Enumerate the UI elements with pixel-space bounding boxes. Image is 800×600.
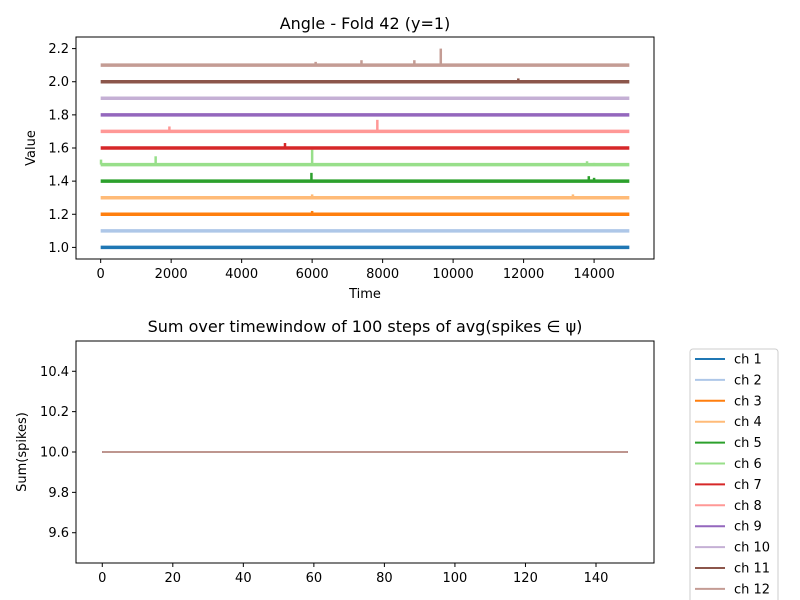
top-x-tick-label: 4000 [225,267,258,282]
bottom-x-tick-label: 20 [165,571,182,586]
bottom-x-ticks: 0 20 40 60 80 100 120 140 [98,563,608,586]
legend-item: ch 4 [695,415,762,430]
top-x-tick-label: 10000 [432,267,473,282]
bottom-x-tick-label: 0 [98,571,106,586]
legend-label: ch 12 [734,582,770,597]
legend-label: ch 3 [734,394,762,409]
legend-label: ch 11 [734,562,770,577]
bottom-x-tick-label: 60 [306,571,323,586]
top-y-tick-label: 1.0 [48,241,69,256]
top-x-tick-label: 6000 [296,267,329,282]
legend-label: ch 8 [734,499,762,514]
bottom-chart: 0 20 40 60 80 100 120 140 9.6 9.8 10.0 10.2 10.4 Su… [15,317,655,586]
legend: ch 1 ch 2 ch 3 ch 4 ch 5 ch 6 ch 7 ch 8 ch 9 ch 1… [689,348,779,600]
bottom-y-tick-label: 10.4 [40,365,69,380]
legend-label: ch 10 [734,541,770,556]
top-y-ticks: 1.0 1.2 1.4 1.6 1.8 2.0 2.2 [48,42,76,256]
legend-item: ch 5 [695,436,762,451]
legend-item: ch 6 [695,457,762,472]
legend-item: ch 3 [695,394,762,409]
legend-item: ch 7 [695,478,762,493]
legend-label: ch 6 [734,457,762,472]
top-chart: 0 2000 4000 6000 8000 10000 12000 14000 1.01.21… [24,14,655,302]
legend-label: ch 7 [734,478,762,493]
bottom-x-tick-label: 120 [513,571,538,586]
top-y-tick-label: 1.4 [48,175,69,190]
top-x-axis-label: Time [348,287,381,302]
legend-label: ch 1 [734,353,762,368]
top-x-ticks: 0 2000 4000 6000 8000 10000 12000 14000 [97,259,615,282]
series-12 [100,48,630,67]
bottom-x-tick-label: 100 [443,571,468,586]
legend-label: ch 4 [734,415,762,430]
legend-label: ch 9 [734,520,762,535]
bottom-chart-title: Sum over timewindow of 100 steps of avg(… [148,317,583,336]
legend-label: ch 2 [734,373,762,388]
top-x-tick-label: 12000 [503,267,544,282]
bottom-y-tick-label: 9.8 [48,486,69,501]
top-y-tick-label: 2.2 [48,42,69,57]
top-chart-title: Angle - Fold 42 (y=1) [280,14,451,33]
series-7 [100,143,630,150]
legend-item: ch 8 [695,499,762,514]
legend-item: ch 1 [695,353,762,368]
bottom-x-tick-label: 80 [376,571,393,586]
series-8 [100,119,630,134]
bottom-y-axis-label: Sum(spikes) [15,412,30,492]
series-3 [100,210,630,217]
legend-label: ch 5 [734,436,762,451]
legend-item: ch 12 [695,582,770,597]
top-x-tick-label: 2000 [155,267,188,282]
legend-items: ch 1 ch 2 ch 3 ch 4 ch 5 ch 6 ch 7 ch 8 ch 9 ch 1… [695,353,770,597]
series-4 [100,194,630,200]
top-y-tick-label: 1.8 [48,108,69,123]
legend-item: ch 2 [695,373,762,388]
top-series-group [99,48,630,250]
bottom-y-tick-label: 9.6 [48,526,69,541]
legend-item: ch 9 [695,520,762,535]
top-y-axis-label: Value [24,130,39,166]
top-y-tick-label: 1.2 [48,208,69,223]
top-x-tick-label: 8000 [366,267,399,282]
legend-item: ch 11 [695,562,770,577]
legend-item: ch 10 [695,541,770,556]
series-11 [100,78,630,84]
top-y-tick-label: 2.0 [48,75,69,90]
series-5 [100,172,630,183]
bottom-x-tick-label: 40 [235,571,252,586]
bottom-x-tick-label: 140 [584,571,609,586]
top-y-tick-label: 1.6 [48,142,69,157]
series-6 [99,149,630,167]
bottom-y-tick-label: 10.0 [40,446,69,461]
top-x-tick-label: 0 [97,267,105,282]
bottom-y-ticks: 9.6 9.8 10.0 10.2 10.4 [40,365,76,541]
top-x-tick-label: 14000 [573,267,614,282]
bottom-y-tick-label: 10.2 [40,405,69,420]
legend-box [689,348,779,600]
